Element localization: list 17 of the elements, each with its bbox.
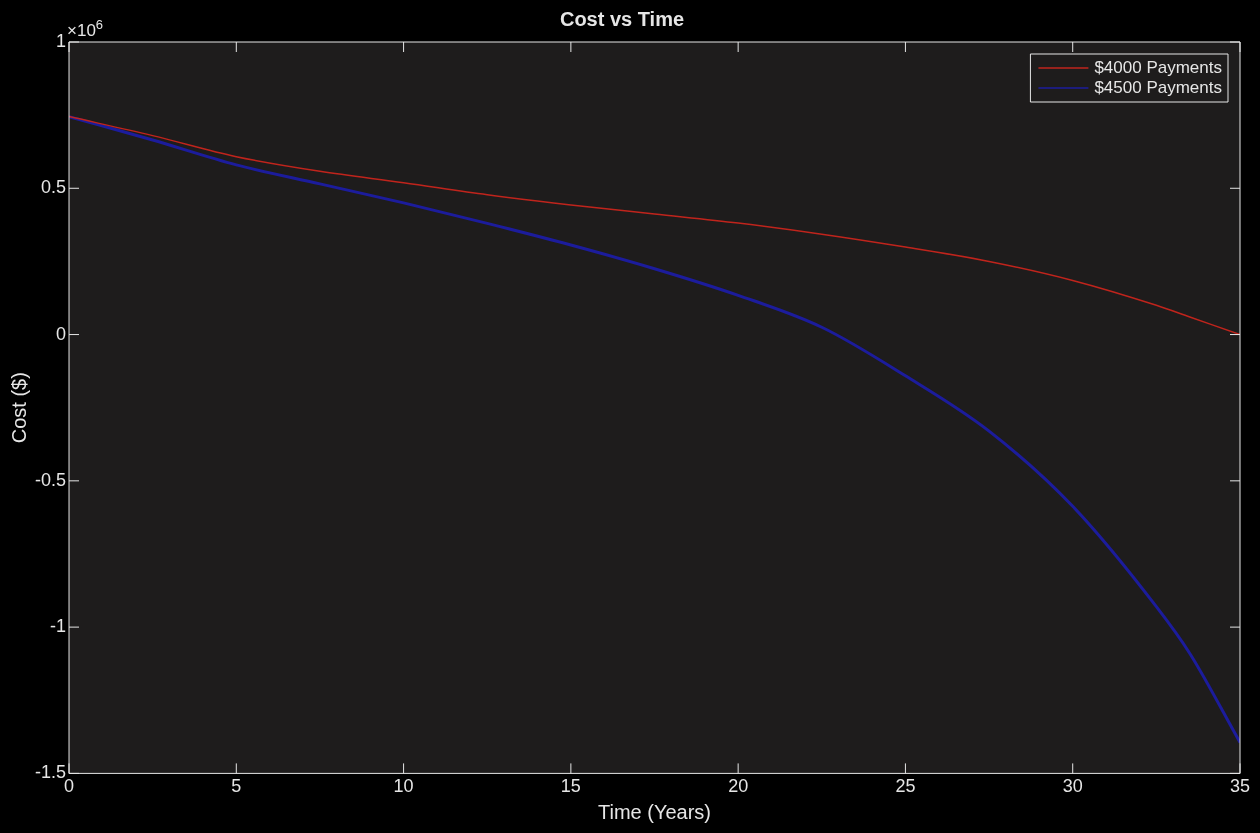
y-tick-label: -0.5 — [34, 469, 67, 490]
y-tick-label: 1 — [56, 30, 67, 51]
y-tick-label: -1 — [50, 616, 67, 637]
x-tick-label: 15 — [560, 776, 581, 797]
x-tick-label: 5 — [231, 776, 242, 797]
x-tick-label: 30 — [1062, 776, 1083, 797]
legend-label: $4500 Payments — [1094, 77, 1223, 97]
chart-title: Cost vs Time — [559, 7, 685, 30]
x-tick-label: 35 — [1229, 776, 1251, 797]
legend-label: $4000 Payments — [1094, 57, 1223, 77]
y-tick-label: 0 — [56, 323, 67, 344]
x-tick-label: 25 — [895, 776, 916, 797]
y-tick-label: 0.5 — [40, 177, 67, 198]
x-tick-label: 10 — [393, 776, 414, 797]
y-axis-title: Cost ($) — [7, 372, 30, 444]
x-tick-label: 20 — [728, 776, 749, 797]
x-axis-title: Time (Years) — [598, 800, 712, 823]
